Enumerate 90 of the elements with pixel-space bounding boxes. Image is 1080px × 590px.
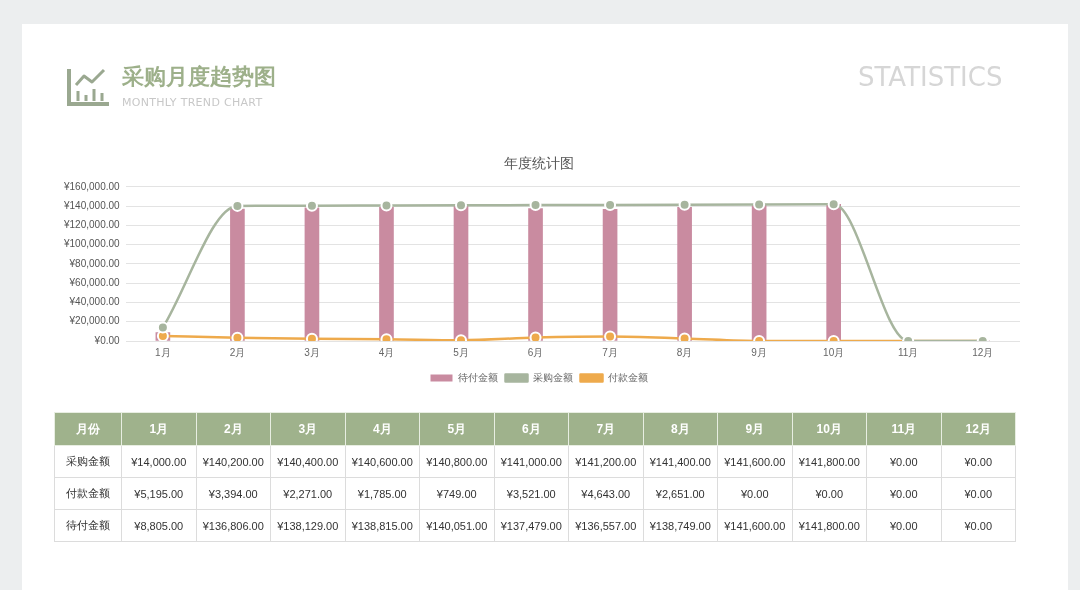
data-label: ¥2,271.00 [270,477,345,510]
data-label: ¥141,600.00 [717,445,792,478]
legend-label: 待付金额 [457,371,498,383]
bar [751,204,767,341]
data-label: ¥137,479.00 [494,509,569,542]
bar [453,205,469,341]
data-label: ¥138,129.00 [270,509,345,542]
data-label: ¥136,806.00 [196,509,271,542]
x-tick-label: 4月 [378,346,395,358]
category-label: 11月 [891,421,917,436]
y-tick-label: ¥100,000.00 [62,238,121,250]
data-label: ¥8,805.00 [121,509,196,542]
data-label: ¥140,051.00 [419,509,494,542]
chart-title: 采购月度趋势图 [122,63,276,91]
bar [826,204,841,341]
x-tick-label: 6月 [527,346,544,358]
data-label: ¥141,000.00 [494,445,569,478]
x-tick-label: 5月 [453,346,469,358]
y-tick-label: ¥80,000.00 [68,257,121,269]
bar [677,206,692,341]
data-label: ¥136,557.00 [568,509,643,542]
category-label: 12月 [965,421,991,436]
data-label: ¥0.00 [866,509,941,542]
category-label: 10月 [816,421,842,436]
x-tick-label: 10月 [823,346,845,358]
x-tick-label: 9月 [751,346,767,358]
data-label: ¥3,394.00 [196,477,271,510]
data-label: ¥140,400.00 [270,445,345,478]
legend-label: 付款金额 [607,371,648,383]
data-label: ¥0.00 [866,477,941,510]
data-label: ¥0.00 [941,445,1016,478]
point [529,331,542,341]
y-tick-label: ¥120,000.00 [62,219,121,231]
data-label: ¥141,400.00 [643,445,718,478]
x-tick-label: 12月 [972,346,994,358]
category-label: 2月 [223,421,243,436]
bar [379,206,394,341]
x-tick-label: 2月 [229,346,246,358]
text: 待付金额 [66,519,110,531]
y-tick-label: ¥160,000.00 [62,180,121,192]
bar [304,207,320,341]
data-label: ¥141,800.00 [792,445,867,478]
category-label: 3月 [298,421,318,436]
data-label: ¥2,651.00 [643,477,718,510]
category-label: 1月 [149,421,169,436]
category-label: 8月 [670,421,690,436]
data-label: ¥1,785.00 [345,477,420,510]
category-label: 9月 [745,421,765,436]
data-label: ¥749.00 [419,477,494,510]
x-tick-label: 3月 [304,346,320,358]
data-label: ¥138,815.00 [345,509,420,542]
data-label: ¥0.00 [941,509,1016,542]
category-label: 6月 [521,421,541,436]
data-label: ¥0.00 [941,477,1016,510]
data-label: ¥5,195.00 [121,477,196,510]
bar [230,208,245,341]
y-tick-label: ¥60,000.00 [68,276,121,288]
data-label: ¥140,800.00 [419,445,494,478]
category-label: 4月 [372,421,392,436]
data-label: ¥141,600.00 [717,509,792,542]
text: 月份 [54,412,122,446]
data-label: ¥140,200.00 [196,445,271,478]
data-label: ¥141,200.00 [568,445,643,478]
y-tick-label: ¥140,000.00 [62,199,121,211]
bar [602,209,618,341]
data-label: ¥3,521.00 [494,477,569,510]
y-tick-label: ¥0.00 [93,334,121,346]
legend-label: 采购金额 [532,371,573,383]
category-label: 5月 [447,421,467,436]
bar [528,208,543,341]
data-label: ¥138,749.00 [643,509,718,542]
point [231,331,244,341]
x-tick-label: 11月 [898,346,919,358]
data-label: ¥4,643.00 [568,477,643,510]
x-tick-label: 8月 [676,346,693,358]
category-label: 7月 [596,421,616,436]
y-tick-label: ¥40,000.00 [68,296,121,308]
data-label: ¥140,600.00 [345,445,420,478]
point [604,330,617,341]
x-tick-label: 7月 [602,346,618,358]
data-label: ¥0.00 [792,477,867,510]
text: 采购金额 [66,455,110,467]
data-label: ¥0.00 [866,445,941,478]
text: 年度统计图 [504,155,574,172]
text: 付款金额 [66,487,110,499]
x-tick-label: 1月 [155,346,171,358]
data-label: ¥141,800.00 [792,509,867,542]
y-tick-label: ¥20,000.00 [68,315,121,327]
data-label: ¥0.00 [717,477,792,510]
data-label: ¥14,000.00 [121,445,196,478]
